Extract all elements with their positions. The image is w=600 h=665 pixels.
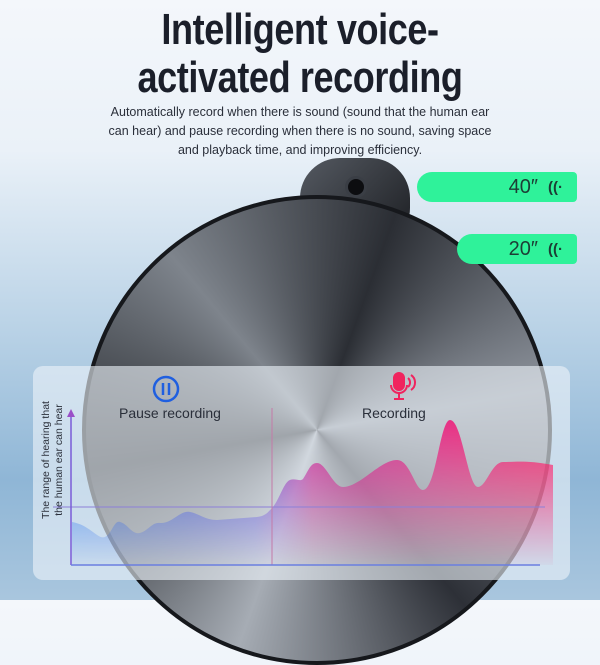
device-lanyard-hole — [345, 176, 367, 198]
waveform-area — [72, 420, 553, 565]
microphone-icon — [390, 372, 417, 400]
voice-message-bubble: 20″ ((· — [457, 234, 577, 264]
recording-waveform-diagram — [53, 372, 553, 566]
pause-recording-label: Pause recording — [119, 405, 221, 421]
headline-line-1: Intelligent voice- — [161, 5, 439, 54]
description-line: Automatically record when there is sound… — [110, 105, 490, 119]
y-axis-label-line: the human ear can hear — [53, 404, 65, 516]
description: Automatically record when there is sound… — [70, 103, 530, 160]
y-axis-arrow — [67, 409, 75, 417]
pause-icon — [152, 375, 180, 403]
description-line: and playback time, and improving efficie… — [177, 143, 423, 157]
sound-wave-icon: ((· — [548, 240, 563, 258]
recording-label: Recording — [362, 405, 426, 421]
y-axis-label-line: The range of hearing that — [40, 401, 52, 519]
description-line: can hear) and pause recording when there… — [108, 124, 492, 138]
duration-label: 20″ — [508, 237, 538, 260]
y-axis-label: The range of hearing that the human ear … — [40, 375, 66, 545]
headline-line-2: activated recording — [137, 53, 463, 102]
sound-wave-icon: ((· — [548, 178, 563, 196]
voice-message-bubble: 40″ ((· — [417, 172, 577, 202]
duration-label: 40″ — [508, 175, 538, 198]
